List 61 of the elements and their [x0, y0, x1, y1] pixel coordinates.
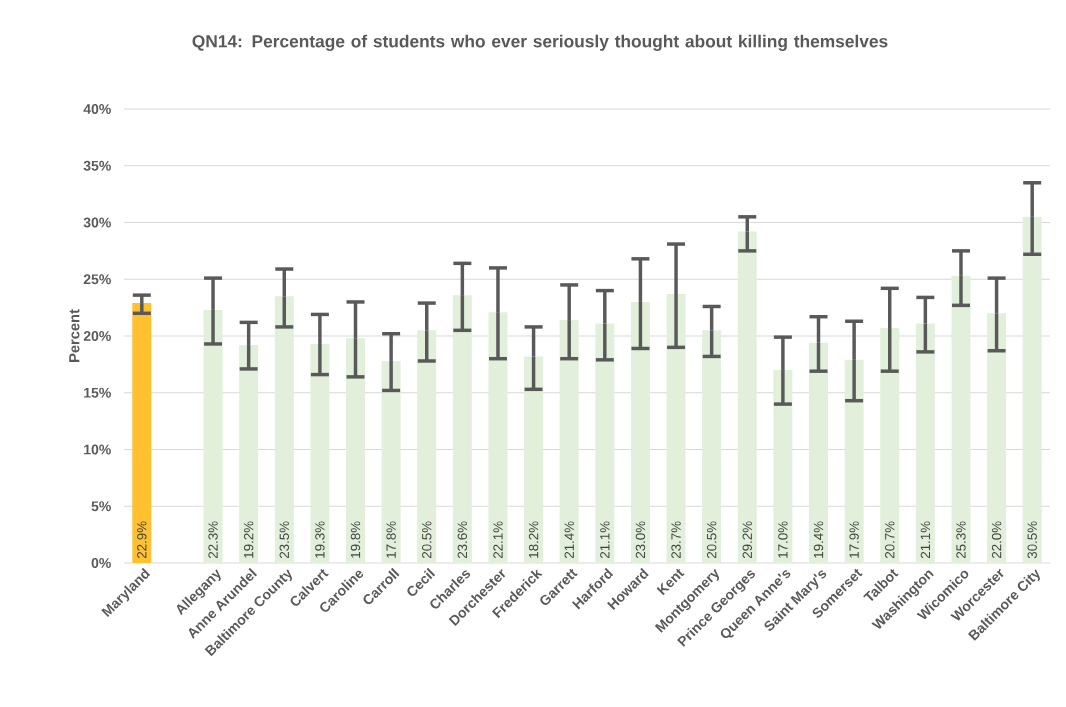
- data-label: 25.3%: [956, 521, 966, 559]
- data-label: 23.0%: [635, 521, 646, 559]
- bar: [987, 313, 1007, 563]
- bar: [346, 338, 366, 563]
- y-tick-label: 35%: [83, 160, 111, 171]
- bar: [417, 330, 437, 563]
- bar: [239, 345, 259, 563]
- bar: [630, 301, 650, 563]
- data-label: 23.5%: [279, 521, 289, 559]
- data-label: 23.6%: [457, 521, 468, 559]
- y-tick-label: 25%: [83, 274, 111, 285]
- data-label: 20.7%: [885, 521, 895, 559]
- data-label: 20.5%: [706, 521, 717, 559]
- data-label: 30.5%: [1027, 521, 1037, 559]
- bar: [773, 370, 793, 563]
- bar: [381, 360, 401, 563]
- data-label: 21.1%: [600, 521, 610, 559]
- bar: [488, 312, 508, 563]
- y-tick-label: 0%: [91, 558, 111, 568]
- bar: [203, 309, 223, 563]
- bar: [132, 303, 152, 563]
- bar: [666, 294, 686, 563]
- data-label: 22.9%: [137, 521, 147, 559]
- y-tick-label: 20%: [83, 331, 111, 341]
- bar: [524, 356, 544, 563]
- y-tick-label: 40%: [83, 104, 111, 114]
- y-tick-label: 30%: [83, 217, 111, 228]
- data-label: 18.2%: [528, 521, 539, 558]
- data-label: 19.8%: [350, 521, 361, 558]
- bar: [595, 323, 615, 563]
- data-label: 19.3%: [315, 521, 325, 558]
- data-label: 22.1%: [493, 521, 503, 559]
- data-label: 17.8%: [386, 521, 396, 558]
- bar: [310, 343, 330, 563]
- bar: [702, 330, 722, 563]
- y-tick-label: 10%: [84, 444, 111, 455]
- bar: [1022, 216, 1042, 563]
- bar: [915, 323, 935, 563]
- chart-title: QN14: Percentage of students who ever seriously thought about killing themselves: [192, 34, 888, 51]
- y-axis-title: Percent: [69, 309, 80, 362]
- data-label: 19.4%: [813, 521, 824, 558]
- data-label: 20.5%: [422, 521, 432, 559]
- bar: [559, 320, 579, 563]
- bar: [809, 342, 829, 563]
- bar: [737, 231, 757, 563]
- data-label: 17.0%: [778, 521, 788, 558]
- data-label: 22.3%: [208, 521, 218, 559]
- y-tick-label: 5%: [91, 501, 111, 512]
- data-label: 21.1%: [920, 521, 931, 559]
- data-label: 29.2%: [742, 521, 752, 559]
- data-label: 21.4%: [564, 521, 574, 559]
- data-label: 23.7%: [671, 521, 681, 559]
- bar: [844, 359, 864, 563]
- data-label: 19.2%: [243, 521, 254, 558]
- bar: [880, 328, 900, 563]
- bar: [951, 275, 971, 563]
- data-label: 22.0%: [991, 521, 1002, 559]
- bar: [452, 295, 472, 563]
- data-label: 17.9%: [849, 521, 859, 558]
- y-tick-label: 15%: [84, 387, 111, 398]
- bar: [274, 296, 294, 563]
